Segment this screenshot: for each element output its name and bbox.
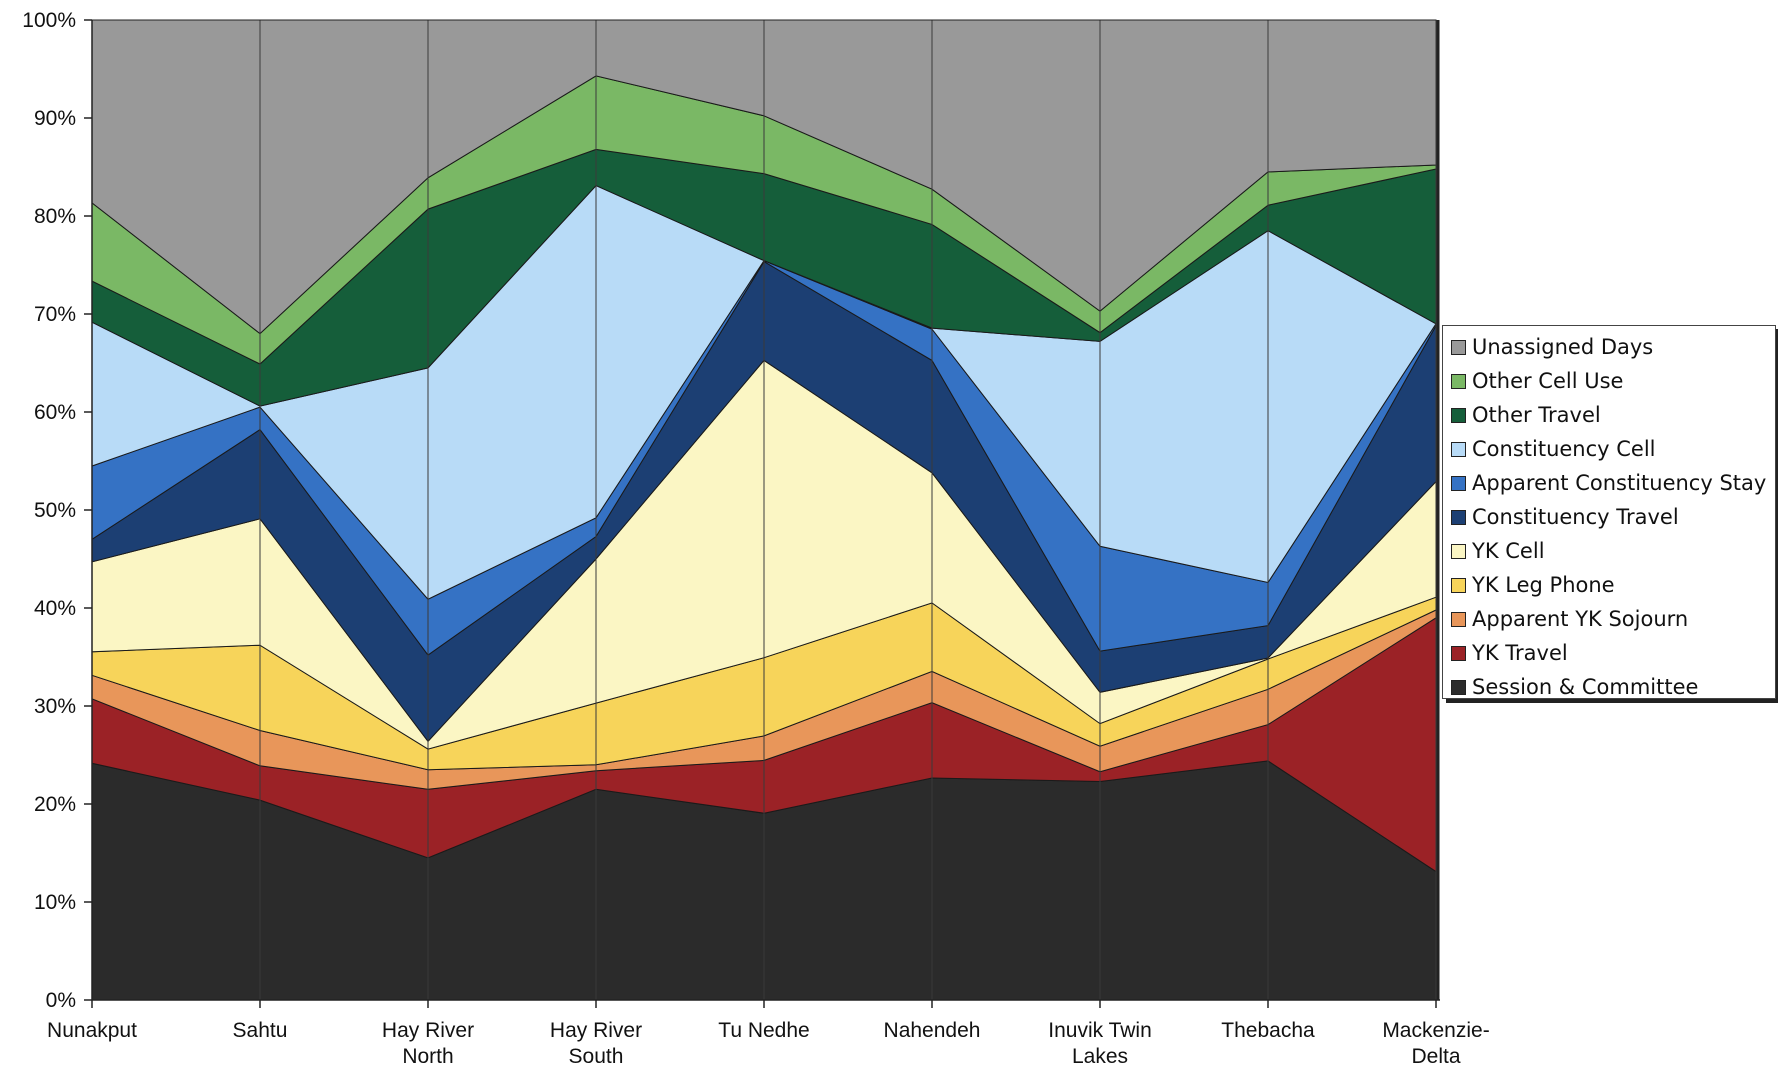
y-tick-label: 100% bbox=[22, 9, 76, 32]
legend-item: YK Cell bbox=[1451, 534, 1775, 568]
legend-swatch bbox=[1451, 543, 1466, 559]
legend-label: YK Cell bbox=[1472, 539, 1545, 563]
legend-item: Other Travel bbox=[1451, 398, 1775, 432]
legend-item: Constituency Cell bbox=[1451, 432, 1775, 466]
y-tick-label: 60% bbox=[34, 401, 76, 424]
legend-swatch bbox=[1451, 645, 1466, 661]
legend-swatch bbox=[1451, 441, 1466, 457]
legend-swatch bbox=[1451, 577, 1466, 593]
legend-swatch bbox=[1451, 407, 1466, 423]
x-tick-label: Nunakput bbox=[47, 1019, 137, 1042]
x-tick-label: Tu Nedhe bbox=[718, 1019, 809, 1042]
y-tick-label: 70% bbox=[34, 303, 76, 326]
legend-item: Session & Committee bbox=[1451, 670, 1775, 704]
y-tick-label: 50% bbox=[34, 499, 76, 522]
legend-label: Constituency Cell bbox=[1472, 437, 1656, 461]
x-tick-label: Mackenzie-Delta bbox=[1382, 1019, 1489, 1068]
y-tick-label: 40% bbox=[34, 597, 76, 620]
legend-item: YK Leg Phone bbox=[1451, 568, 1775, 602]
y-tick-label: 30% bbox=[34, 695, 76, 718]
x-tick-label: Nahendeh bbox=[884, 1019, 981, 1042]
x-tick-label-layer: Nunakput Sahtu Hay River North Hay River Sout… bbox=[47, 1000, 1490, 1068]
legend-item: Constituency Travel bbox=[1451, 500, 1775, 534]
legend-label: Session & Committee bbox=[1472, 675, 1699, 699]
legend-item: Apparent Constituency Stay bbox=[1451, 466, 1775, 500]
legend-item: YK Travel bbox=[1451, 636, 1775, 670]
x-tick-label: Inuvik Twin Lakes bbox=[1048, 1019, 1152, 1068]
x-tick-label: Sahtu bbox=[233, 1019, 288, 1042]
legend-label: Apparent YK Sojourn bbox=[1472, 607, 1689, 631]
legend-item: Apparent YK Sojourn bbox=[1451, 602, 1775, 636]
y-tick-label: 10% bbox=[34, 891, 76, 914]
legend-label: Apparent Constituency Stay bbox=[1472, 471, 1767, 495]
legend-swatch bbox=[1451, 679, 1466, 695]
y-tick-label: 20% bbox=[34, 793, 76, 816]
y-tick-label-layer: 0% 10% 20% 30% 40% 50% 60% 70% 80% 90% 100% bbox=[22, 9, 92, 1012]
legend-swatch bbox=[1451, 339, 1466, 355]
x-tick-label: Thebacha bbox=[1221, 1019, 1315, 1042]
legend-label: YK Leg Phone bbox=[1472, 573, 1615, 597]
chart-legend: Unassigned Days Other Cell Use Other Trave… bbox=[1442, 325, 1776, 699]
legend-swatch bbox=[1451, 509, 1466, 525]
y-tick-label: 0% bbox=[46, 989, 76, 1012]
legend-swatch bbox=[1451, 475, 1466, 491]
legend-swatch bbox=[1451, 373, 1466, 389]
x-tick-label: Hay River South bbox=[550, 1019, 642, 1068]
legend-item: Unassigned Days bbox=[1451, 330, 1775, 364]
x-tick-label: Hay River North bbox=[382, 1019, 474, 1068]
legend-item: Other Cell Use bbox=[1451, 364, 1775, 398]
legend-label: YK Travel bbox=[1472, 641, 1568, 665]
legend-label: Constituency Travel bbox=[1472, 505, 1679, 529]
y-tick-label: 80% bbox=[34, 205, 76, 228]
legend-label: Other Cell Use bbox=[1472, 369, 1624, 393]
legend-swatch bbox=[1451, 611, 1466, 627]
y-tick-label: 90% bbox=[34, 107, 76, 130]
legend-label: Unassigned Days bbox=[1472, 335, 1654, 359]
legend-label: Other Travel bbox=[1472, 403, 1601, 427]
